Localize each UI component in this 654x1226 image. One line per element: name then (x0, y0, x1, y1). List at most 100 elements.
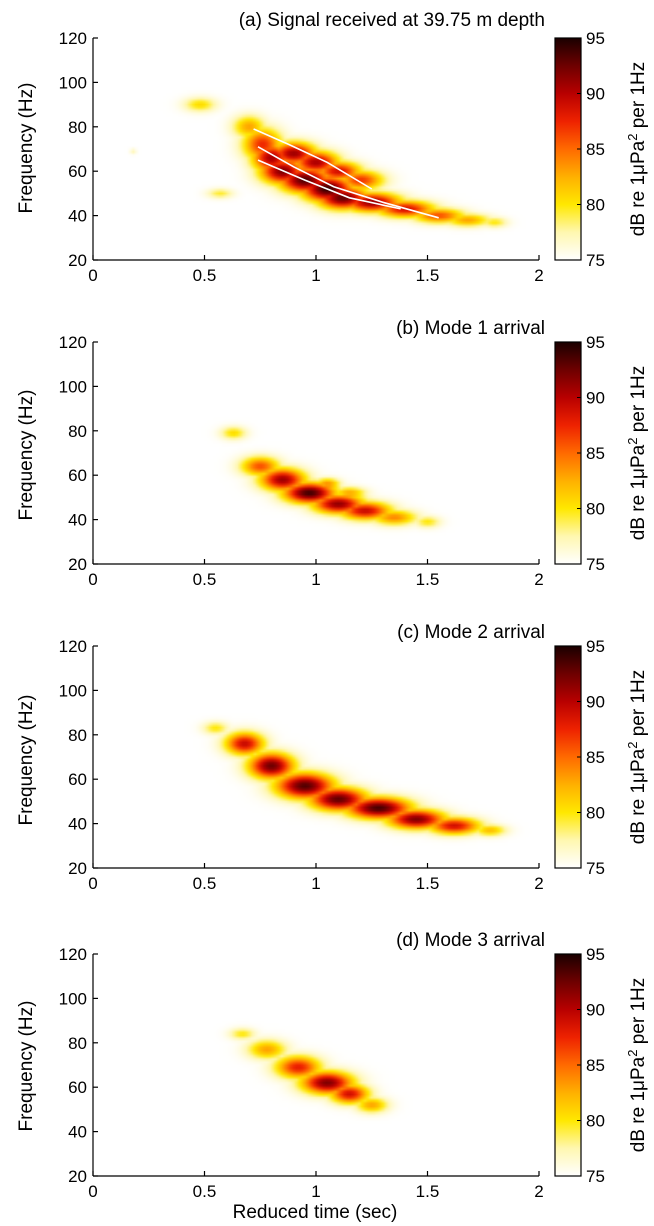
colorbar-label: dB re 1μPa2 per 1Hz (625, 978, 649, 1153)
y-tick-label: 20 (68, 251, 87, 270)
y-ticks: 120 100 80 60 40 20 (59, 637, 98, 878)
y-tick-label: 60 (68, 466, 87, 485)
colorbar-tick-label: 95 (586, 333, 605, 352)
heatmap-image (93, 954, 539, 1176)
colorbar: 95 90 85 80 75 dB re 1μPa2 per 1Hz (554, 333, 649, 574)
colorbar-tick-label: 75 (586, 251, 605, 270)
x-tick-label: 0.5 (193, 1182, 217, 1201)
x-tick-label: 0 (88, 874, 97, 893)
y-tick-label: 60 (68, 1078, 87, 1097)
colorbar-label: dB re 1μPa2 per 1Hz (625, 62, 649, 237)
colorbar-tick-label: 85 (586, 748, 605, 767)
colorbar-tick-label: 90 (586, 693, 605, 712)
y-tick-label: 100 (59, 681, 87, 700)
colorbar-tick-label: 90 (586, 389, 605, 408)
y-axis-label: Frequency (Hz) (16, 83, 37, 214)
y-tick-label: 120 (59, 945, 87, 964)
y-tick-label: 60 (68, 770, 87, 789)
x-tick-label: 1 (311, 570, 320, 589)
y-tick-label: 80 (68, 422, 87, 441)
colorbar: 95 90 85 80 75 dB re 1μPa2 per 1Hz (554, 637, 649, 878)
colorbar-gradient (554, 953, 582, 1177)
panel-title: (b) Mode 1 arrival (396, 318, 545, 339)
colorbar: 95 90 85 80 75 dB re 1μPa2 per 1Hz (554, 29, 649, 270)
x-tick-label: 1.5 (416, 874, 440, 893)
y-tick-label: 80 (68, 118, 87, 137)
colorbar-label: dB re 1μPa2 per 1Hz (625, 670, 649, 845)
y-axis-label: Frequency (Hz) (16, 695, 37, 826)
y-axis-label: Frequency (Hz) (16, 1001, 37, 1132)
dispersion-curve (257, 146, 439, 219)
heatmap-image (93, 38, 539, 260)
colorbar-tick-label: 80 (586, 1112, 605, 1131)
x-tick-label: 1.5 (416, 1182, 440, 1201)
heatmap-plot (92, 954, 539, 1177)
x-tick-label: 1 (311, 266, 320, 285)
x-ticks: 0 0.5 1 1.5 2 (88, 863, 544, 893)
y-axis-label: Frequency (Hz) (16, 390, 37, 521)
panel-c: (c) Mode 2 arrival Frequency (Hz) 0 0.5 1 1… (16, 622, 649, 893)
y-tick-label: 20 (68, 1167, 87, 1186)
x-tick-label: 1.5 (416, 570, 440, 589)
y-tick-label: 80 (68, 726, 87, 745)
heatmap-image (93, 646, 539, 868)
x-tick-label: 1.5 (416, 266, 440, 285)
colorbar-tick-label: 85 (586, 444, 605, 463)
panel-d: (d) Mode 3 arrival Frequency (Hz) 0 0.5 1 1… (16, 930, 649, 1201)
x-tick-label: 0.5 (193, 570, 217, 589)
x-tick-label: 0.5 (193, 874, 217, 893)
y-tick-label: 100 (59, 73, 87, 92)
colorbar-tick-label: 95 (586, 637, 605, 656)
x-tick-label: 1 (311, 874, 320, 893)
colorbar-tick-label: 80 (586, 500, 605, 519)
x-ticks: 0 0.5 1 1.5 2 (88, 1171, 544, 1201)
x-tick-label: 1 (311, 1182, 320, 1201)
colorbar-tick-label: 90 (586, 85, 605, 104)
y-tick-label: 60 (68, 162, 87, 181)
x-tick-label: 0 (88, 266, 97, 285)
y-tick-label: 120 (59, 29, 87, 48)
x-ticks: 0 0.5 1 1.5 2 (88, 255, 544, 285)
y-tick-label: 40 (68, 1123, 87, 1142)
colorbar-tick-label: 75 (586, 859, 605, 878)
dispersion-curve (257, 159, 401, 210)
x-tick-label: 0 (88, 1182, 97, 1201)
x-tick-label: 2 (534, 1182, 543, 1201)
x-axis-label: Reduced time (sec) (233, 1202, 398, 1223)
y-tick-label: 40 (68, 815, 87, 834)
y-tick-label: 20 (68, 555, 87, 574)
colorbar-tick-label: 85 (586, 1056, 605, 1075)
x-tick-label: 0.5 (193, 266, 217, 285)
x-tick-label: 2 (534, 874, 543, 893)
colorbar-tick-label: 95 (586, 945, 605, 964)
heatmap-plot (92, 38, 539, 261)
x-tick-label: 2 (534, 266, 543, 285)
colorbar-tick-label: 80 (586, 804, 605, 823)
panel-b: (b) Mode 1 arrival Frequency (Hz) 0 0.5 1 1… (16, 318, 649, 589)
colorbar-tick-label: 75 (586, 1167, 605, 1186)
y-tick-label: 80 (68, 1034, 87, 1053)
colorbar-tick-label: 80 (586, 196, 605, 215)
x-tick-label: 2 (534, 570, 543, 589)
y-tick-label: 120 (59, 637, 87, 656)
y-ticks: 120 100 80 60 40 20 (59, 29, 98, 270)
heatmap-image (93, 342, 539, 564)
x-tick-label: 0 (88, 570, 97, 589)
y-tick-label: 100 (59, 989, 87, 1008)
colorbar-label: dB re 1μPa2 per 1Hz (625, 366, 649, 541)
y-tick-label: 120 (59, 333, 87, 352)
heatmap-plot (92, 646, 539, 869)
y-tick-label: 100 (59, 377, 87, 396)
panel-a: (a) Signal received at 39.75 m depth Fre… (16, 10, 649, 285)
y-tick-label: 40 (68, 207, 87, 226)
colorbar-tick-label: 85 (586, 140, 605, 159)
panel-title: (c) Mode 2 arrival (397, 622, 545, 643)
heatmap-plot (92, 342, 539, 565)
y-tick-label: 40 (68, 511, 87, 530)
dispersion-curve (253, 128, 373, 190)
colorbar-tick-label: 90 (586, 1001, 605, 1020)
panel-title: (d) Mode 3 arrival (396, 930, 545, 951)
y-ticks: 120 100 80 60 40 20 (59, 945, 98, 1186)
y-ticks: 120 100 80 60 40 20 (59, 333, 98, 574)
